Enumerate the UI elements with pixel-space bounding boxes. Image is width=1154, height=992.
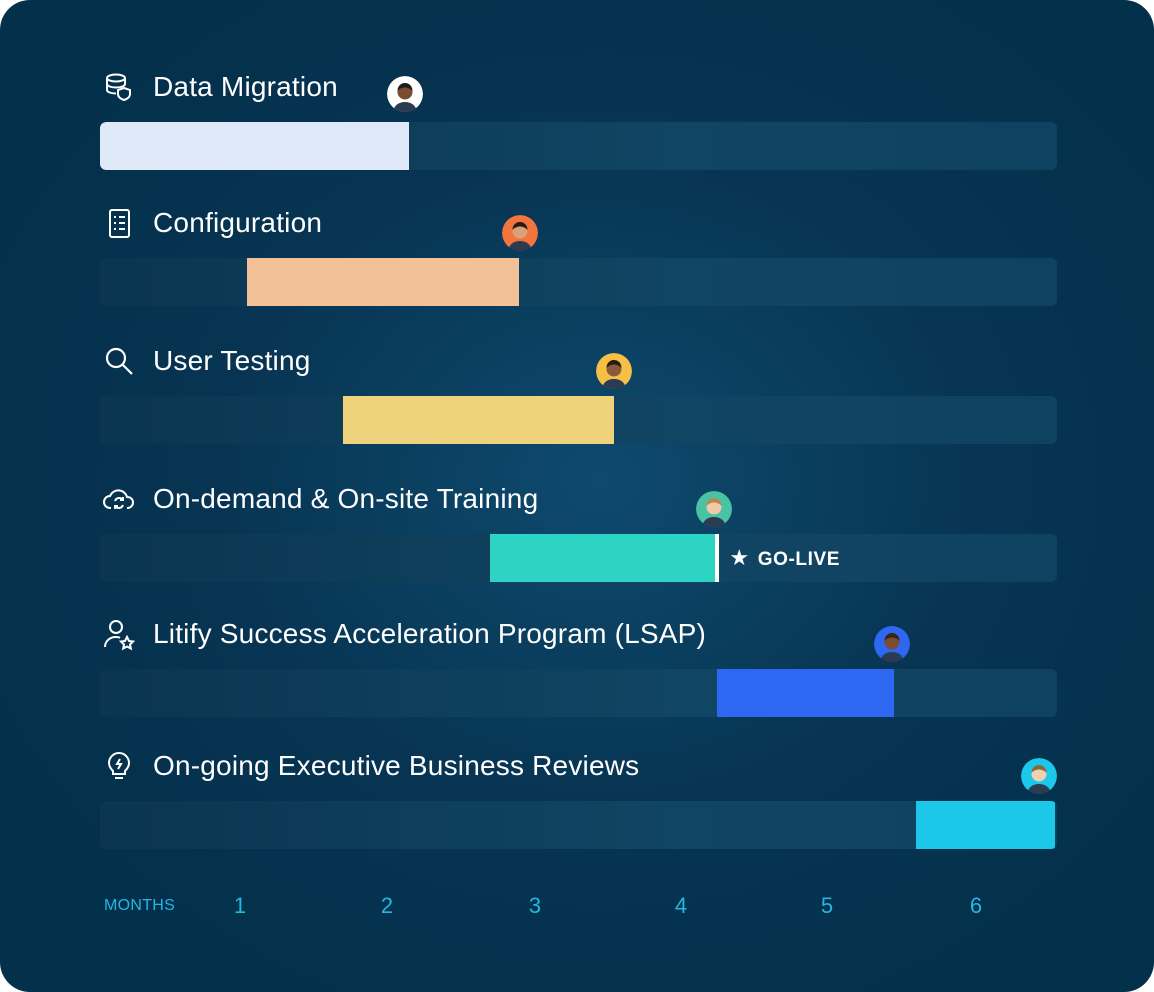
task-label: Data Migration bbox=[153, 71, 338, 102]
go-live-label: ★ GO-LIVE bbox=[729, 534, 840, 582]
x-tick-label: 3 bbox=[528, 893, 542, 918]
task-track bbox=[100, 258, 1057, 306]
x-tick-label: 1 bbox=[233, 893, 247, 918]
task-bar bbox=[489, 534, 718, 582]
x-tick-label: 4 bbox=[674, 893, 688, 918]
task-track bbox=[100, 669, 1057, 717]
task-label: On-demand & On-site Training bbox=[153, 483, 539, 514]
user-star-icon bbox=[102, 617, 136, 651]
search-icon bbox=[102, 344, 136, 378]
lightbulb-icon bbox=[102, 749, 136, 783]
task-label: On-going Executive Business Reviews bbox=[153, 750, 640, 781]
go-live-marker bbox=[715, 534, 720, 582]
task-bar bbox=[100, 122, 409, 170]
task-label: Configuration bbox=[153, 207, 323, 238]
owner-avatar bbox=[502, 215, 538, 251]
database-shield-icon bbox=[102, 70, 136, 104]
task-track: ★ GO-LIVE bbox=[100, 534, 1057, 582]
task-track bbox=[100, 122, 1057, 170]
x-tick-label: 5 bbox=[820, 893, 834, 918]
axis-title-months: MONTHS bbox=[104, 897, 176, 914]
owner-avatar bbox=[874, 626, 910, 662]
owner-avatar bbox=[596, 353, 632, 389]
task-track bbox=[100, 396, 1057, 444]
owner-avatar bbox=[387, 76, 423, 112]
checklist-icon bbox=[102, 206, 136, 240]
task-bar bbox=[915, 801, 1056, 849]
x-tick-label: 2 bbox=[380, 893, 394, 918]
x-tick-label: 6 bbox=[969, 893, 983, 918]
task-label: User Testing bbox=[153, 345, 311, 376]
task-track bbox=[100, 801, 1057, 849]
task-label: Litify Success Acceleration Program (LSA… bbox=[153, 618, 707, 649]
task-bar bbox=[717, 669, 894, 717]
go-live-text: GO-LIVE bbox=[757, 549, 841, 570]
task-bar bbox=[342, 396, 615, 444]
task-bar bbox=[247, 258, 519, 306]
star-icon: ★ bbox=[729, 545, 750, 570]
cloud-sync-icon bbox=[102, 482, 136, 516]
owner-avatar bbox=[696, 491, 732, 527]
owner-avatar bbox=[1021, 758, 1057, 794]
